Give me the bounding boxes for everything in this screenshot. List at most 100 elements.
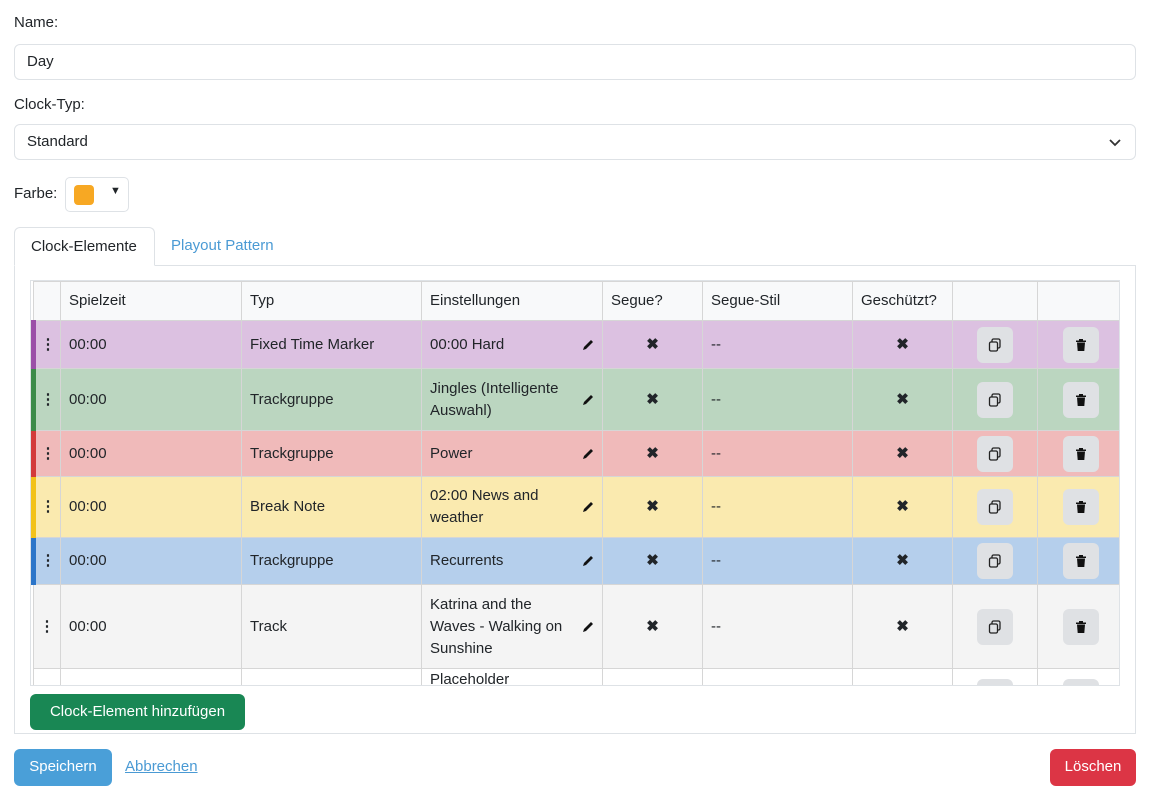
trash-button[interactable] <box>1062 381 1099 418</box>
edit-icon[interactable] <box>581 499 595 521</box>
trash-cell <box>1037 537 1119 585</box>
header-cell <box>952 281 1038 321</box>
trash-button[interactable] <box>1062 543 1099 579</box>
trash-button[interactable] <box>1062 679 1099 685</box>
table-row: Placeholder duration: <box>33 668 1119 685</box>
table-body: ⋮ 00:00 Fixed Time Marker 00:00 Hard ✖ -- ✖ ⋮ 00… <box>31 320 1119 685</box>
edit-icon[interactable] <box>581 392 595 414</box>
segue-style-cell: -- <box>702 537 853 585</box>
edit-icon[interactable] <box>581 337 595 359</box>
protected-cell: ✖ <box>852 320 953 369</box>
header-row: Spielzeit Typ Einstellungen Segue? Segue-Sti… <box>33 281 1119 321</box>
trash-button[interactable] <box>1062 608 1099 645</box>
drag-handle: ⋮ <box>33 584 61 669</box>
trash-button[interactable] <box>1062 435 1099 472</box>
type-cell: Break Note <box>241 476 422 538</box>
table-row: ⋮ 00:00 Fixed Time Marker 00:00 Hard ✖ -- ✖ <box>31 320 1119 369</box>
drag-handle: ⋮ <box>31 430 61 477</box>
copy-button[interactable] <box>977 381 1013 418</box>
segue-cell <box>602 668 703 685</box>
table-container: Spielzeit Typ Einstellungen Segue? Segue-Sti… <box>30 280 1120 686</box>
copy-cell <box>952 584 1038 669</box>
header-cell <box>33 281 61 321</box>
settings-cell: Recurrents <box>421 537 603 585</box>
type-cell: Trackgruppe <box>241 430 422 477</box>
delete-button[interactable]: Löschen <box>1050 749 1136 786</box>
table-row: ⋮ 00:00 Trackgruppe Jingles (Intelligente A… <box>31 368 1119 431</box>
protected-cell: ✖ <box>852 368 953 431</box>
settings-cell-text: Power <box>430 444 473 462</box>
copy-cell <box>952 668 1038 685</box>
time-cell-text: 00:00 <box>69 335 107 353</box>
time-cell-text: 00:00 <box>69 498 107 515</box>
tab-panel <box>14 265 1136 734</box>
trash-cell <box>1037 668 1119 685</box>
header-cell: Typ <box>241 281 422 321</box>
type-cell-text: Track <box>250 617 287 635</box>
table-row: ⋮ 00:00 Trackgruppe Power ✖ -- ✖ <box>31 430 1119 477</box>
drag-handle: ⋮ <box>31 368 61 431</box>
edit-icon[interactable] <box>581 553 595 575</box>
settings-cell-text: Jingles (Intelligente Auswahl) <box>430 379 559 419</box>
type-cell <box>241 668 422 685</box>
settings-cell: Jingles (Intelligente Auswahl) <box>421 368 603 431</box>
trash-button[interactable] <box>1062 489 1099 525</box>
segue-style-cell <box>702 668 853 685</box>
table: Spielzeit Typ Einstellungen Segue? Segue-Sti… <box>31 281 1119 685</box>
cancel-link[interactable]: Abbrechen <box>125 758 198 775</box>
settings-cell: 00:00 Hard <box>421 320 603 369</box>
settings-cell: Placeholder duration: <box>421 668 603 685</box>
tab[interactable]: Playout Pattern <box>171 237 274 254</box>
copy-button[interactable] <box>977 489 1013 525</box>
caret: ▼ <box>110 185 121 197</box>
segue-style-cell: -- <box>702 584 853 669</box>
copy-button[interactable] <box>977 326 1013 363</box>
tab-active[interactable]: Clock-Elemente <box>14 227 155 266</box>
table-row: ⋮ 00:00 Trackgruppe Recurrents ✖ -- ✖ <box>31 537 1119 585</box>
drag-handle: ⋮ <box>31 537 61 585</box>
header-cell <box>1037 281 1119 321</box>
segue-style-cell-text: -- <box>711 335 721 353</box>
copy-button[interactable] <box>977 543 1013 579</box>
copy-cell <box>952 476 1038 538</box>
type-cell-text: Fixed Time Marker <box>250 335 375 353</box>
segue-cell: ✖ <box>602 430 703 477</box>
segue-style-cell: -- <box>702 430 853 477</box>
edit-icon[interactable] <box>581 446 595 468</box>
protected-cell <box>852 668 953 685</box>
trash-cell <box>1037 430 1119 477</box>
settings-cell-text: Recurrents <box>430 552 504 569</box>
settings-cell: 02:00 News and weather <box>421 476 603 538</box>
type-select[interactable]: Standard <box>14 124 1136 160</box>
trash-cell <box>1037 320 1119 369</box>
color-label: Farbe: <box>14 185 58 202</box>
drag-handle: ⋮ <box>31 476 61 538</box>
segue-cell: ✖ <box>602 320 703 369</box>
type-cell-text: Trackgruppe <box>250 390 334 408</box>
type-label: Clock-Typ: <box>14 96 85 113</box>
add-button[interactable]: Clock-Element hinzufügen <box>30 694 245 730</box>
protected-cell: ✖ <box>852 430 953 477</box>
copy-cell <box>952 430 1038 477</box>
trash-cell <box>1037 368 1119 431</box>
time-cell-text: 00:00 <box>69 552 107 569</box>
color-picker[interactable]: ▼ <box>65 177 129 212</box>
copy-button[interactable] <box>977 435 1013 472</box>
save-button[interactable]: Speichern <box>14 749 112 786</box>
trash-cell <box>1037 584 1119 669</box>
type-cell: Fixed Time Marker <box>241 320 422 369</box>
trash-button[interactable] <box>1062 326 1099 363</box>
name-label: Name: <box>14 14 59 31</box>
drag-handle <box>33 668 61 685</box>
segue-style-cell-text: -- <box>711 552 721 569</box>
type-cell-text: Break Note <box>250 498 326 515</box>
header-cell: Segue-Stil <box>702 281 853 321</box>
type-cell-text: Trackgruppe <box>250 552 334 569</box>
name-input[interactable]: Day <box>14 44 1136 80</box>
type-value: Standard <box>27 133 88 150</box>
segue-style-cell-text: -- <box>711 444 721 462</box>
segue-style-cell-text: -- <box>711 390 721 408</box>
copy-button[interactable] <box>977 608 1013 645</box>
edit-icon[interactable] <box>581 619 595 641</box>
copy-button[interactable] <box>977 679 1013 685</box>
